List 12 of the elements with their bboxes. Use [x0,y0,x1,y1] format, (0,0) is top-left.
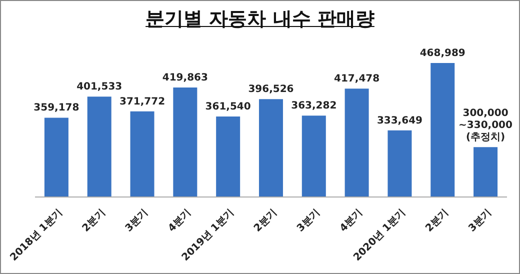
data-label: 333,649 [376,115,423,126]
data-label: 417,478 [334,74,380,85]
data-label: 361,540 [205,102,251,113]
data-label: 359,178 [34,102,80,114]
chart-title: 분기별 자동차 내수 판매량 [146,7,374,32]
data-label: 371,772 [119,96,166,108]
data-label: 363,282 [291,100,337,112]
data-label: 419,863 [162,72,208,84]
data-label: 300,000 ~330,000 (추정치) [458,108,513,144]
data-label: 401,533 [76,82,122,93]
data-label: 396,526 [248,84,294,96]
data-label: 468,989 [420,48,466,59]
